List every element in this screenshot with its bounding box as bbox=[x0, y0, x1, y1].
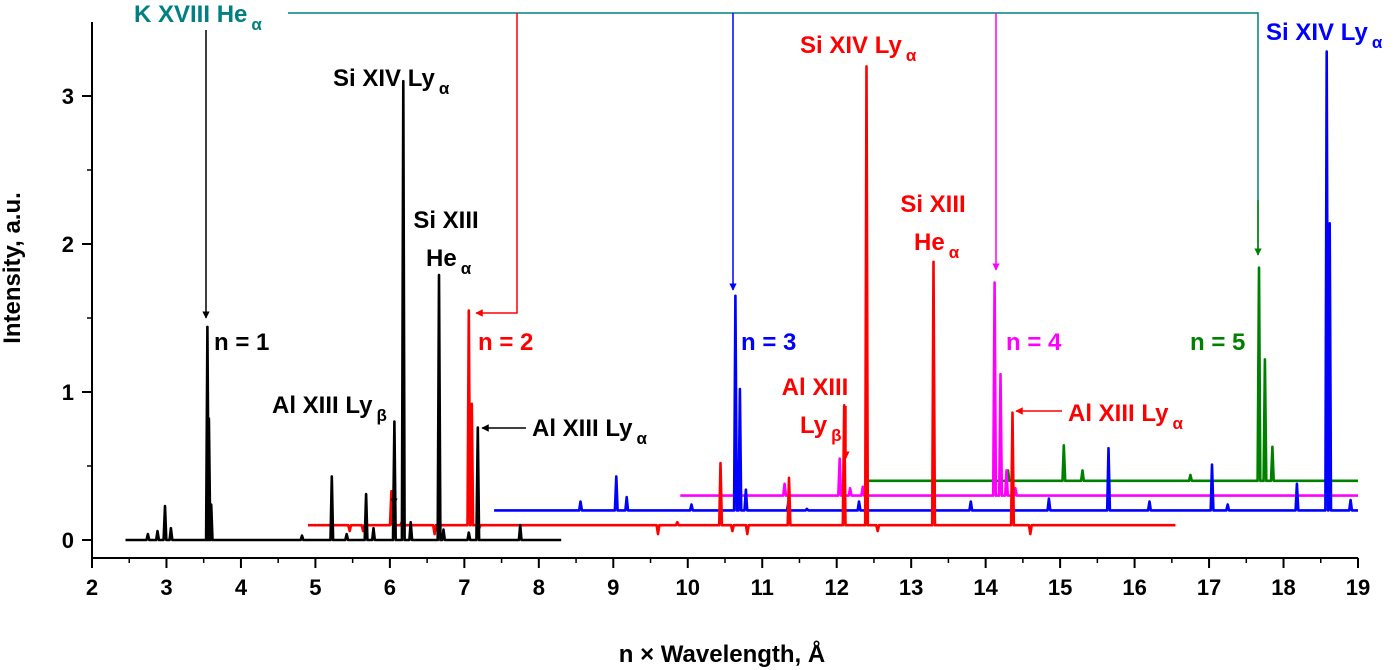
annotation-subscript: α bbox=[949, 243, 960, 262]
annotation-main: n = 5 bbox=[1190, 329, 1245, 356]
annotation-main: Al XIII bbox=[782, 374, 849, 401]
annotation-label: K XVIII He α bbox=[134, 1, 262, 34]
x-tick-label: 8 bbox=[533, 575, 545, 600]
annotation-main: He bbox=[426, 245, 457, 272]
x-tick-label: 17 bbox=[1197, 575, 1221, 600]
annotation-label: Si XIV Ly α bbox=[333, 65, 450, 98]
x-tick-label: 13 bbox=[899, 575, 923, 600]
annotation-label: Si XIV Ly α bbox=[1266, 19, 1383, 52]
annotation-subscript: α bbox=[906, 46, 917, 65]
annotation-label: n = 1 bbox=[214, 329, 269, 356]
annotation-subscript: α bbox=[1172, 414, 1183, 433]
spectrum-line-1 bbox=[125, 79, 562, 542]
annotation-subscript: α bbox=[251, 15, 262, 34]
x-tick-label: 14 bbox=[973, 575, 998, 600]
annotation-main: Si XIII bbox=[900, 191, 965, 218]
annotation-label: Al XIII Ly α bbox=[532, 415, 647, 448]
x-tick-label: 4 bbox=[235, 575, 248, 600]
annotation-label: Si XIII bbox=[413, 207, 478, 234]
annotation-label: n = 5 bbox=[1190, 329, 1245, 356]
x-tick-label: 16 bbox=[1122, 575, 1146, 600]
k-xviii-bracket bbox=[288, 12, 1259, 255]
annotation-label: He α bbox=[914, 229, 960, 262]
annotation-main: Al XIII Ly bbox=[272, 392, 373, 419]
x-tick-label: 19 bbox=[1346, 575, 1370, 600]
x-tick-label: 11 bbox=[751, 575, 774, 600]
x-tick-label: 9 bbox=[607, 575, 619, 600]
annotation-subscript: β bbox=[376, 406, 386, 425]
annotation-main: Al XIII Ly bbox=[532, 415, 633, 442]
y-tick-label: 2 bbox=[62, 232, 74, 257]
x-tick-label: 5 bbox=[309, 575, 321, 600]
annotation-main: K XVIII He bbox=[134, 1, 247, 28]
annotation-label: n = 4 bbox=[1006, 329, 1062, 356]
x-tick-label: 6 bbox=[384, 575, 396, 600]
x-tick-label: 10 bbox=[676, 575, 700, 600]
annotation-main: n = 2 bbox=[478, 329, 533, 356]
y-tick-label: 0 bbox=[62, 528, 74, 553]
annotation-arrows bbox=[202, 12, 1262, 506]
n2-arrow bbox=[475, 13, 518, 317]
annotation-label: Si XIII bbox=[900, 191, 965, 218]
spectrum-line-4 bbox=[680, 281, 1358, 497]
y-tick-label: 3 bbox=[62, 84, 74, 109]
y-tick-label: 1 bbox=[62, 380, 74, 405]
annotation-main: Al XIII Ly bbox=[1068, 400, 1169, 427]
annotation-main: n = 1 bbox=[214, 329, 269, 356]
plot-area bbox=[125, 50, 1358, 542]
x-tick-label: 3 bbox=[160, 575, 172, 600]
annotation-subscript: α bbox=[461, 259, 472, 278]
annotation-main: Si XIV Ly bbox=[1266, 19, 1368, 46]
annotation-label: Al XIII Ly α bbox=[1068, 400, 1183, 433]
x-tick-label: 18 bbox=[1271, 575, 1295, 600]
annotation-subscript: α bbox=[636, 429, 647, 448]
annotation-label: Ly β bbox=[800, 412, 842, 445]
annotation-main: Si XIII bbox=[413, 207, 478, 234]
x-tick-label: 12 bbox=[824, 575, 848, 600]
annotation-main: Si XIV Ly bbox=[800, 32, 902, 59]
annotation-label: Si XIV Ly α bbox=[800, 32, 917, 65]
annotation-subscript: α bbox=[439, 79, 450, 98]
x-tick-label: 7 bbox=[458, 575, 470, 600]
annotation-main: Si XIV Ly bbox=[333, 65, 435, 92]
spectrum-line-3 bbox=[494, 50, 1358, 512]
spectrum-line-5 bbox=[866, 266, 1358, 483]
annotation-main: n = 4 bbox=[1006, 329, 1062, 356]
annotation-label: n = 3 bbox=[741, 329, 796, 356]
annotation-subscript: α bbox=[1372, 33, 1383, 52]
annotation-main: n = 3 bbox=[741, 329, 796, 356]
annotation-main: Ly bbox=[800, 412, 828, 439]
annotation-label: He α bbox=[426, 245, 472, 278]
annotation-label: n = 2 bbox=[478, 329, 533, 356]
annotation-subscript: β bbox=[831, 426, 841, 445]
annotation-label: Al XIII bbox=[782, 374, 849, 401]
y-axis-title: Intensity, a.u. bbox=[0, 192, 26, 344]
x-tick-label: 2 bbox=[86, 575, 98, 600]
annotation-main: He bbox=[914, 229, 945, 256]
annotation-label: Al XIII Ly β bbox=[272, 392, 387, 425]
x-tick-label: 15 bbox=[1048, 575, 1072, 600]
x-axis-title: n × Wavelength, Å bbox=[619, 640, 825, 668]
